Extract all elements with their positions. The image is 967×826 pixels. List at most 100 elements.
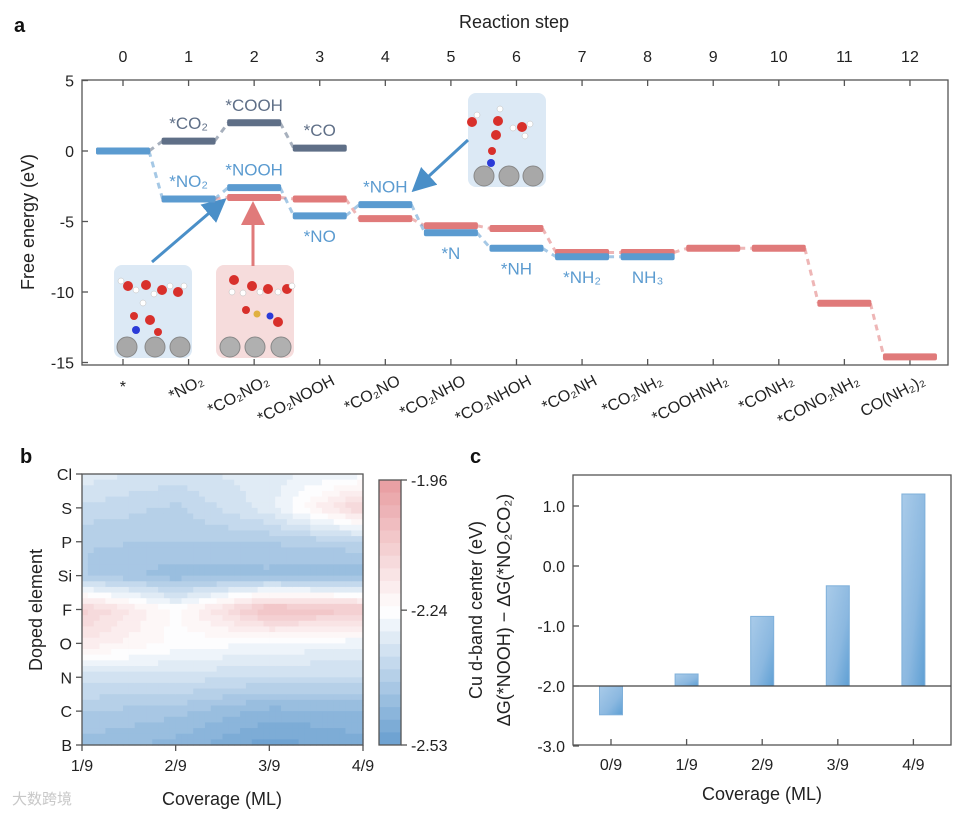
heatmap-cell <box>304 592 311 599</box>
heatmap-cell <box>351 739 358 746</box>
heatmap-cell <box>152 654 159 661</box>
red-energy-level <box>227 194 282 202</box>
heatmap-cell <box>298 519 306 526</box>
heatmap-cell <box>351 513 358 520</box>
heatmap-cell <box>310 705 317 712</box>
heatmap-cell <box>345 733 352 740</box>
heatmap-cell <box>216 603 224 611</box>
heatmap-cell <box>175 643 183 650</box>
heatmap-cell <box>339 524 347 532</box>
heatmap-cell <box>316 671 323 678</box>
heatmap-cell <box>257 699 265 707</box>
heatmap-cell <box>281 586 288 594</box>
heatmap-cell <box>316 530 323 537</box>
heatmap-cell <box>269 711 276 718</box>
heatmap-cell <box>158 609 165 616</box>
heatmap-cell <box>216 688 224 695</box>
red-energy-level <box>423 222 478 230</box>
heatmap-cell <box>251 558 259 565</box>
heatmap-cell <box>351 485 358 492</box>
heatmap-cell <box>187 728 194 735</box>
heatmap-cell <box>82 637 89 644</box>
heatmap-cell <box>134 541 142 548</box>
heatmap-cell <box>345 496 352 503</box>
heatmap-cell <box>82 474 89 481</box>
heatmap-cell <box>269 592 276 599</box>
heatmap-cell <box>292 541 300 548</box>
heatmap-cell <box>228 733 235 740</box>
heatmap-cell <box>292 626 300 633</box>
heatmap-cell <box>93 716 101 724</box>
heatmap-cell <box>122 603 130 611</box>
heatmap-cell <box>357 615 364 622</box>
heatmap-cell <box>339 632 347 639</box>
heatmap-cell <box>140 711 147 718</box>
heatmap-cell <box>327 569 335 577</box>
heatmap-cell <box>193 671 200 678</box>
heatmap-cell <box>99 660 107 667</box>
heatmap-cell <box>199 479 206 486</box>
heatmap-cell <box>263 547 270 554</box>
top-tick-label: 6 <box>512 49 521 66</box>
heatmap-cell <box>99 739 107 746</box>
heatmap-cell <box>117 677 124 684</box>
heatmap-cell <box>275 654 282 661</box>
heatmap-cell <box>228 541 235 548</box>
heatmap-cell <box>333 513 341 520</box>
heatmap-cell <box>199 677 206 684</box>
heatmap-cell <box>146 569 153 577</box>
heatmap-cell <box>333 553 341 560</box>
red-energy-level <box>358 215 413 223</box>
heatmap-cell <box>316 632 323 639</box>
heatmap-cell <box>240 677 247 684</box>
heatmap-cell <box>357 564 364 571</box>
heatmap-cell <box>316 739 323 746</box>
heatmap-cell <box>204 507 212 515</box>
heatmap-cell <box>111 739 118 746</box>
heatmap-cell <box>275 728 282 735</box>
heatmap-cell <box>222 507 229 515</box>
heatmap-cell <box>251 654 259 661</box>
heatmap-cell <box>117 547 124 554</box>
heatmap-cell <box>216 739 224 746</box>
heatmap-cell <box>281 558 288 565</box>
heatmap-cell <box>204 513 212 520</box>
heatmap-cell <box>193 654 200 661</box>
heatmap-cell <box>257 569 265 577</box>
heatmap-cell <box>181 569 188 577</box>
heatmap-cell <box>286 665 294 673</box>
gray-connector <box>148 139 164 153</box>
heatmap-cell <box>146 519 153 526</box>
ytick-label: 5 <box>65 74 74 91</box>
heatmap-cell <box>82 592 89 599</box>
heatmap-cell <box>82 502 89 509</box>
heatmap-cell <box>281 536 288 543</box>
heatmap-cell <box>310 592 317 599</box>
heatmap-cell <box>210 581 218 588</box>
heatmap-cell <box>257 660 265 667</box>
heatmap-cell <box>281 502 288 509</box>
heatmap-cell <box>304 496 311 503</box>
heatmap-cell <box>117 620 124 628</box>
heatmap-cell <box>111 581 118 588</box>
heatmap-cell <box>175 728 183 735</box>
heatmap-cell <box>234 688 241 695</box>
heatmap-cell <box>158 688 165 695</box>
heatmap-cell <box>269 637 276 644</box>
heatmap-cell <box>251 485 259 492</box>
heatmap-cell <box>193 490 200 498</box>
heatmap-cell <box>275 553 282 560</box>
heatmap-cell <box>134 507 142 515</box>
heatmap-cell <box>140 541 147 548</box>
heatmap-cell <box>240 705 247 712</box>
heatmap-cell <box>187 485 194 492</box>
heatmap-cell <box>117 598 124 605</box>
heatmap-cell <box>240 564 247 571</box>
heatmap-cell <box>251 620 259 628</box>
heatmap-cell <box>222 728 229 735</box>
category-label: *NO₂ <box>166 373 206 405</box>
heatmap-cell <box>240 694 247 701</box>
heatmap-cell <box>152 485 159 492</box>
heatmap-cell <box>158 626 165 633</box>
heatmap-cell <box>292 586 300 594</box>
